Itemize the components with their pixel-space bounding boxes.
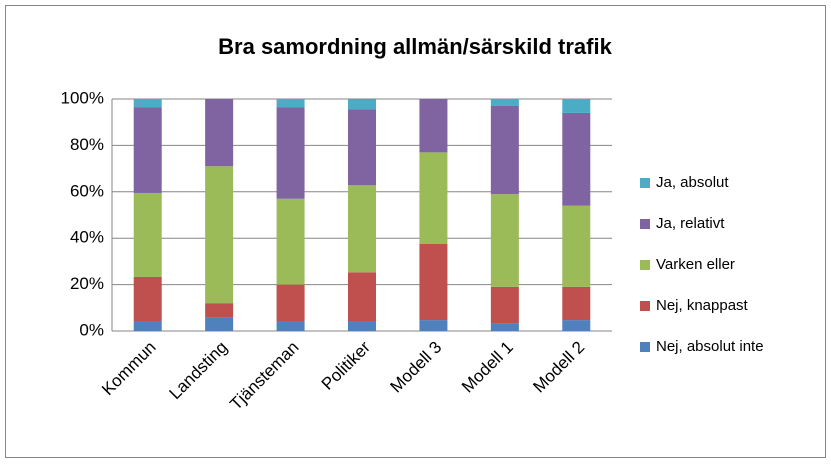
bar-segment	[276, 107, 305, 199]
y-tick-label: 100%	[61, 88, 104, 107]
bar-segment	[419, 152, 448, 244]
bar-segment	[562, 205, 591, 287]
bar-segment	[419, 99, 448, 153]
bar-segment	[490, 99, 519, 106]
legend-swatch	[640, 178, 650, 188]
bar-segment	[348, 185, 376, 273]
legend-label: Ja, relativt	[656, 215, 725, 232]
legend-label: Varken eller	[656, 256, 735, 273]
legend-swatch	[640, 342, 650, 352]
y-tick-label: 20%	[70, 274, 104, 293]
bar-segment	[348, 272, 376, 322]
bar-segment	[348, 99, 376, 110]
bar-segment	[276, 99, 305, 108]
legend-label: Nej, knappast	[656, 297, 749, 314]
bar-segment	[205, 166, 234, 304]
bar-segment	[562, 320, 591, 331]
y-tick-label: 40%	[70, 228, 104, 247]
bar-segment	[348, 321, 376, 331]
y-tick-label: 0%	[79, 320, 104, 339]
y-tick-label: 80%	[70, 135, 104, 154]
chart-title: Bra samordning allmän/särskild trafik	[218, 34, 612, 59]
bar-segment	[205, 303, 234, 318]
legend-swatch	[640, 219, 650, 229]
bar-segment	[562, 112, 591, 206]
bar-segment	[419, 244, 448, 321]
bar-segment	[490, 194, 519, 287]
bar-segment	[419, 320, 448, 331]
bar-segment	[348, 109, 376, 186]
y-tick-label: 60%	[70, 181, 104, 200]
bar-segment	[205, 99, 234, 167]
bar-segment	[562, 99, 591, 113]
bar-segment	[276, 284, 305, 322]
legend-label: Nej, absolut inte	[656, 338, 764, 355]
bar-segment	[133, 99, 162, 108]
legend-swatch	[640, 260, 650, 270]
bar-segment	[276, 198, 305, 285]
bar-segment	[490, 286, 519, 324]
bar-segment	[490, 105, 519, 195]
bar-segment	[562, 286, 591, 321]
bar-segment	[133, 192, 162, 277]
bar-segment	[133, 107, 162, 193]
bar-segment	[133, 276, 162, 322]
bar-segment	[276, 321, 305, 331]
bar-segment	[205, 317, 234, 331]
bar-segment	[133, 321, 162, 331]
bar-segment	[490, 323, 519, 331]
legend-swatch	[640, 301, 650, 311]
legend-label: Ja, absolut	[656, 174, 729, 191]
